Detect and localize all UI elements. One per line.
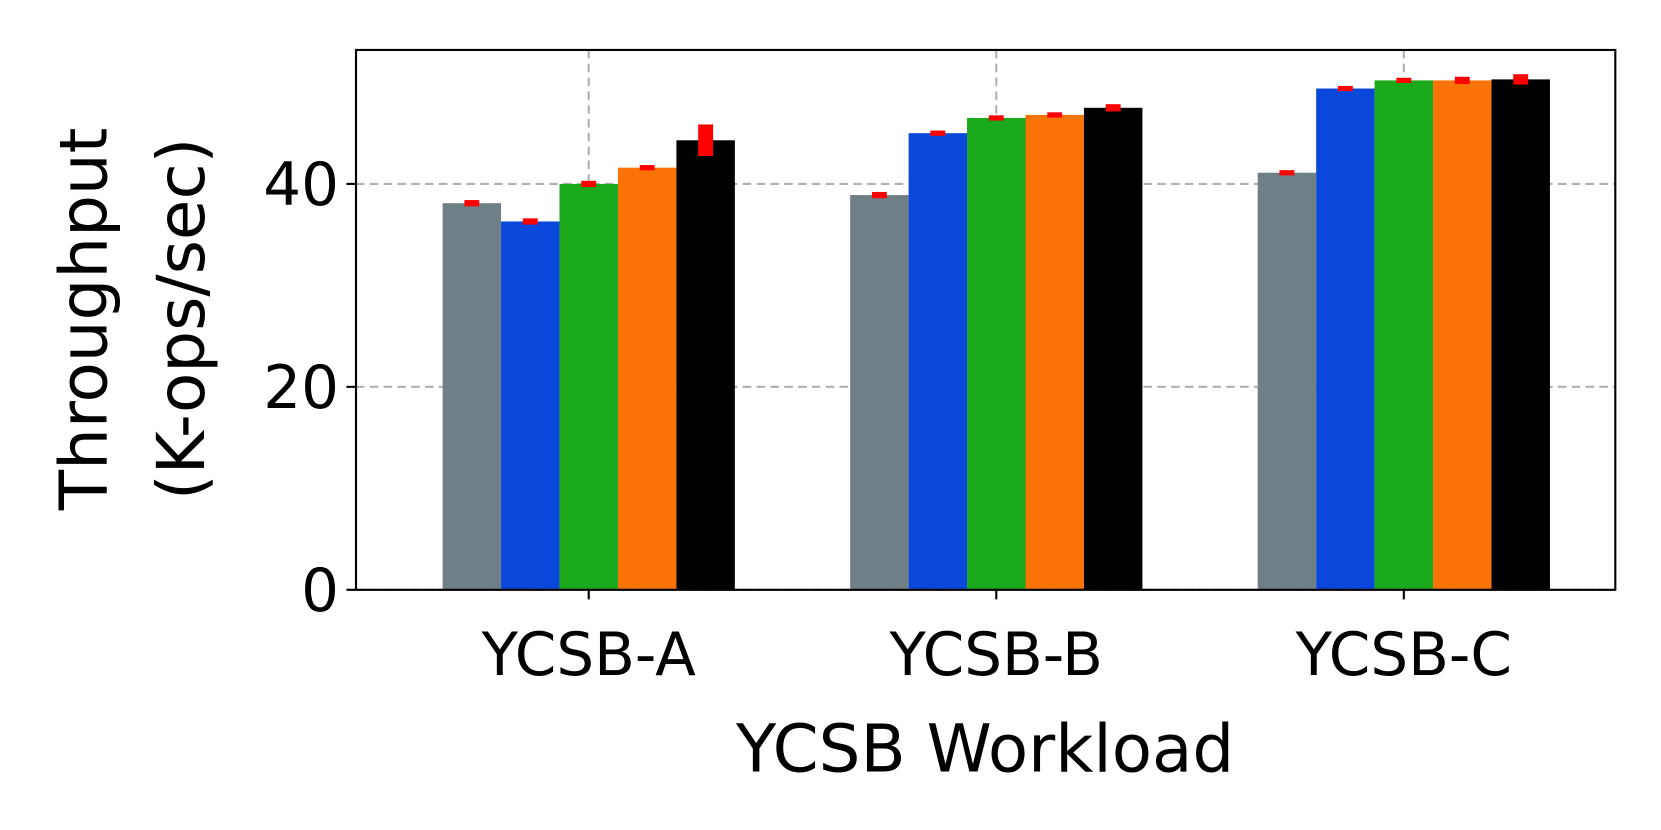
x-tick-label: YCSB-A	[481, 621, 696, 690]
bar	[676, 140, 735, 590]
bar	[1433, 80, 1492, 590]
error-bar	[464, 200, 480, 207]
bar	[1316, 88, 1375, 590]
bar	[1257, 172, 1317, 590]
error-bar	[871, 191, 887, 199]
bar	[850, 195, 909, 590]
error-bar	[1337, 85, 1353, 92]
error-bar	[1047, 112, 1063, 118]
bar	[908, 133, 968, 590]
y-label-line: (K-ops/sec)	[143, 138, 220, 500]
error-bar	[581, 180, 597, 188]
error-bar	[988, 115, 1004, 121]
x-tick-label: YCSB-C	[1295, 621, 1512, 690]
y-axis-label: Throughput (K-ops/sec)	[45, 127, 220, 511]
bar	[1374, 80, 1434, 590]
x-tick-label: YCSB-B	[889, 621, 1103, 690]
error-bar	[698, 124, 714, 157]
error-bar	[639, 165, 655, 171]
y-label-line: Throughput	[45, 127, 122, 511]
x-axis-label: YCSB Workload	[735, 711, 1234, 788]
y-tick-label: 20	[263, 354, 339, 423]
bar	[1025, 114, 1084, 590]
bar	[559, 183, 618, 590]
bar	[967, 117, 1026, 590]
error-bar	[1396, 77, 1412, 84]
bar	[501, 221, 560, 590]
bar	[1083, 107, 1143, 590]
bar	[442, 203, 502, 590]
error-bar	[1279, 170, 1295, 176]
error-bar	[930, 130, 946, 136]
error-bar	[1105, 104, 1121, 112]
y-tick-label: 40	[263, 151, 339, 220]
bar	[1491, 79, 1550, 590]
error-bar	[1513, 74, 1529, 85]
bar	[617, 167, 677, 590]
error-bar	[522, 218, 538, 225]
y-tick-label: 0	[301, 557, 339, 626]
plot-frame	[354, 48, 1617, 591]
error-bar	[1454, 76, 1470, 85]
